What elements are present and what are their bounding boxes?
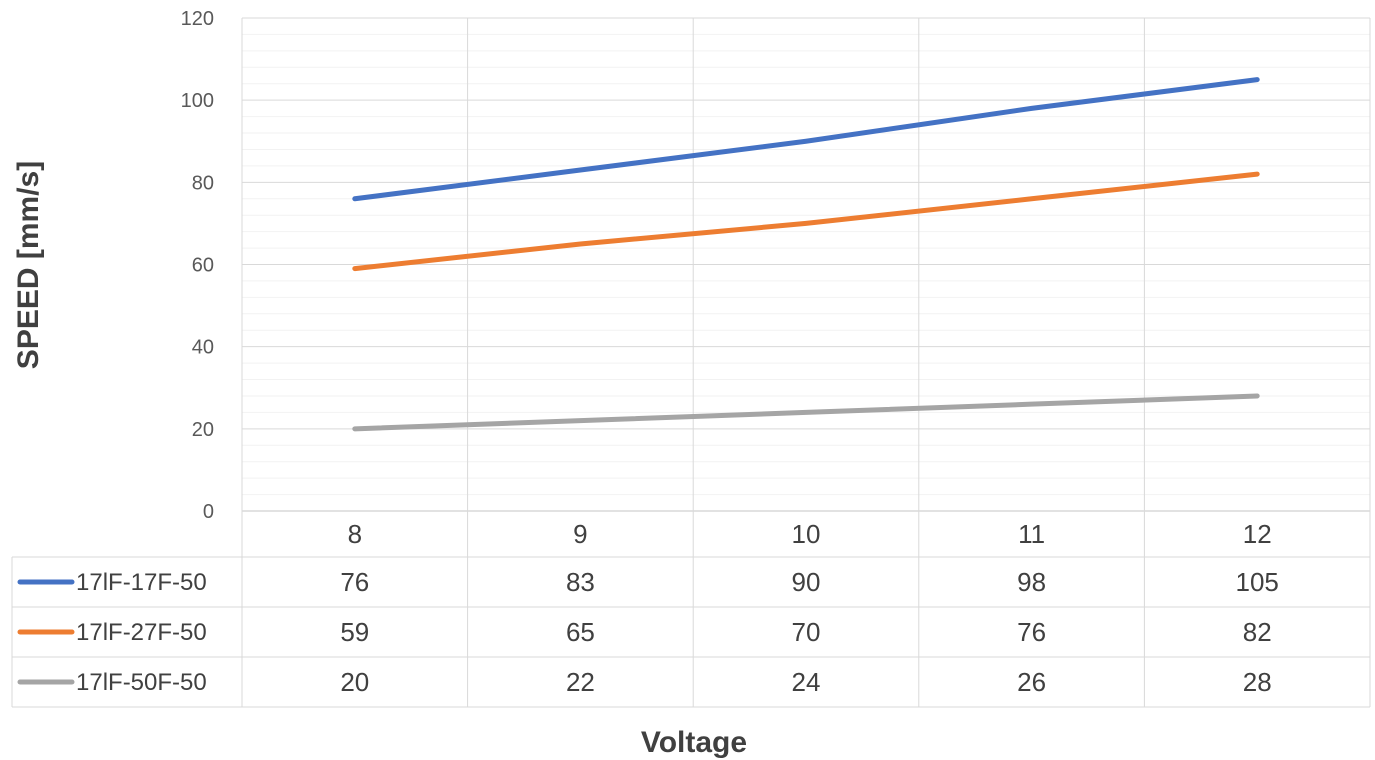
table-cell: 65 <box>566 617 595 647</box>
series-name: 17lF-17F-50 <box>76 569 207 596</box>
x-tick-label: 9 <box>573 519 587 549</box>
y-axis-ticks: 0 20 40 60 80 100 120 <box>181 8 214 523</box>
vertical-gridlines <box>241 18 1371 707</box>
series-name: 17lF-50F-50 <box>76 669 207 696</box>
table-cell: 24 <box>792 667 821 697</box>
series-line <box>352 171 1260 272</box>
x-tick-label: 10 <box>792 519 821 549</box>
data-table: 17lF-17F-50 76 83 90 98 105 17lF-27F-50 59 65 70 7… <box>17 567 1279 697</box>
table-cell: 70 <box>792 617 821 647</box>
table-cell: 26 <box>1017 667 1046 697</box>
table-cell: 82 <box>1243 617 1272 647</box>
table-cell: 20 <box>340 667 369 697</box>
x-tick-label: 11 <box>1018 519 1045 549</box>
table-cell: 59 <box>340 617 369 647</box>
y-tick-label: 100 <box>181 90 214 112</box>
y-tick-label: 20 <box>192 419 214 441</box>
minor-gridlines <box>242 33 1370 496</box>
table-cell: 90 <box>792 567 821 597</box>
table-cell: 76 <box>1017 617 1046 647</box>
y-tick-label: 80 <box>192 172 214 194</box>
data-table-borders <box>11 510 1370 708</box>
major-gridlines <box>242 17 1370 430</box>
series-lines <box>352 77 1260 432</box>
x-axis-ticks: 8 9 10 11 12 <box>348 519 1272 549</box>
table-cell: 105 <box>1236 567 1279 597</box>
table-cell: 76 <box>340 567 369 597</box>
x-tick-label: 12 <box>1243 519 1272 549</box>
table-cell: 28 <box>1243 667 1272 697</box>
y-tick-label: 0 <box>203 501 214 523</box>
table-cell: 22 <box>566 667 595 697</box>
series-line <box>352 77 1260 202</box>
series-line <box>352 393 1260 432</box>
series-name: 17lF-27F-50 <box>76 619 207 646</box>
x-axis-title: Voltage <box>641 726 747 759</box>
y-tick-label: 60 <box>192 255 214 277</box>
y-axis-title: SPEED [mm/s] <box>12 161 45 369</box>
table-cell: 83 <box>566 567 595 597</box>
x-tick-label: 8 <box>348 519 362 549</box>
y-tick-label: 40 <box>192 337 214 359</box>
table-cell: 98 <box>1017 567 1046 597</box>
y-tick-label: 120 <box>181 8 214 30</box>
